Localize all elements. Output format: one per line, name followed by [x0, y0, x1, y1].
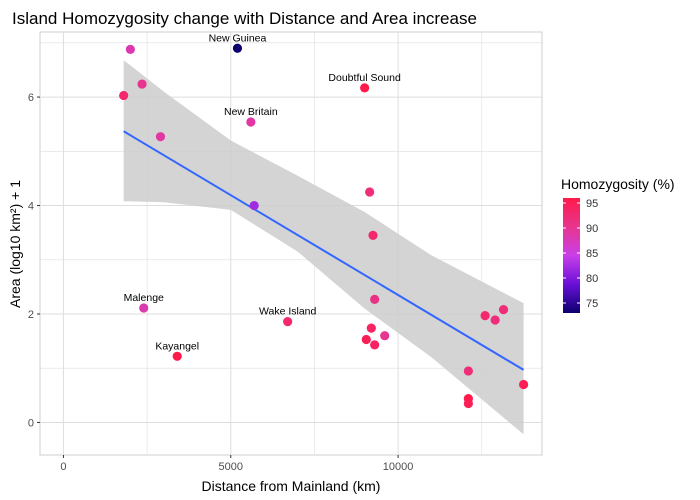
- data-point: [498, 305, 509, 315]
- data-point: [463, 366, 473, 376]
- x-tick-label: 5000: [219, 461, 243, 473]
- legend-title: Homozygosity (%): [561, 176, 675, 192]
- x-axis-label: Distance from Mainland (km): [202, 478, 381, 494]
- confidence-band-layer: [123, 60, 524, 435]
- confidence-band: [123, 60, 524, 435]
- data-point: [365, 187, 375, 197]
- y-axis-ticks: 0 2 4 6: [28, 92, 40, 429]
- data-point: [480, 311, 490, 321]
- data-point: [232, 43, 243, 53]
- data-point: [518, 379, 529, 390]
- data-point: [283, 316, 293, 327]
- legend-tick-label: 75: [586, 298, 598, 310]
- data-point: [246, 117, 256, 127]
- data-point: [172, 351, 182, 361]
- data-point: [490, 315, 500, 325]
- data-point: [380, 331, 390, 341]
- data-point: [155, 132, 166, 142]
- data-points: [119, 43, 529, 409]
- x-axis-ticks: 0 5000 10000: [60, 455, 413, 473]
- data-point: [249, 200, 259, 211]
- data-point: [370, 340, 380, 350]
- point-labels: New Guinea New Britain Doubtful Sound Malen…: [124, 32, 401, 352]
- point-label: Kayangel: [155, 340, 199, 352]
- legend-tick-label: 90: [586, 223, 598, 235]
- y-axis-label: Area (log10 km²) + 1: [7, 180, 23, 308]
- legend-tick-label: 85: [586, 248, 598, 260]
- data-point: [125, 44, 135, 54]
- data-point: [137, 79, 147, 89]
- chart-title: Island Homozygosity change with Distance…: [12, 9, 477, 28]
- data-point: [366, 323, 376, 333]
- y-tick-label: 0: [28, 417, 34, 429]
- x-tick-label: 10000: [383, 461, 414, 473]
- y-tick-label: 2: [28, 309, 34, 321]
- legend-colorbar: [563, 198, 580, 313]
- data-point: [361, 334, 371, 345]
- point-label: Malenge: [124, 292, 164, 304]
- point-label: New Guinea: [209, 32, 267, 44]
- x-tick-label: 0: [60, 461, 66, 473]
- data-point: [139, 303, 149, 313]
- color-legend: Homozygosity (%) 75 80 85 90 95: [561, 176, 675, 313]
- data-point: [370, 294, 380, 304]
- point-label: Wake Island: [259, 306, 317, 318]
- legend-tick-label: 95: [586, 198, 598, 210]
- y-tick-label: 6: [28, 92, 34, 104]
- trend-line-layer: [123, 130, 525, 371]
- legend-ticks: 75 80 85 90 95: [563, 198, 598, 310]
- trend-line: [123, 130, 525, 371]
- point-label: New Britain: [224, 106, 278, 118]
- data-point: [119, 90, 129, 101]
- data-point: [360, 83, 370, 93]
- data-point: [463, 398, 473, 409]
- y-tick-label: 4: [28, 201, 34, 213]
- data-point: [368, 230, 378, 240]
- legend-tick-label: 80: [586, 273, 598, 285]
- point-label: Doubtful Sound: [328, 72, 401, 84]
